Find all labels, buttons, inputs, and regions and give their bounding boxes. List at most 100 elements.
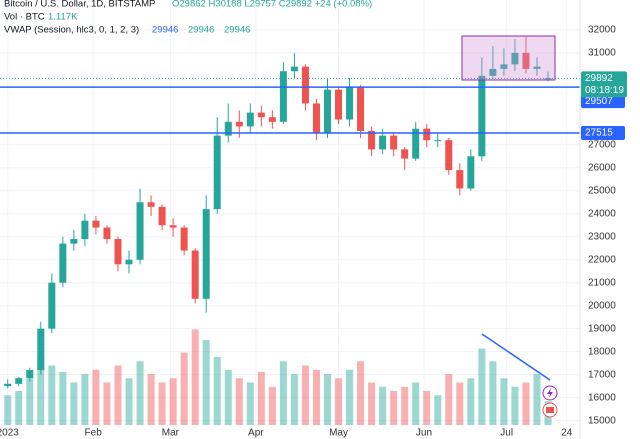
volume-bar [533,374,541,425]
volume-bar [268,386,276,425]
volume-bar [125,378,133,425]
candle-body [224,121,232,136]
level-tag [581,94,625,109]
volume-bar [26,378,34,425]
candle-body [213,135,221,210]
candle-body [323,89,331,134]
volume-bar [434,395,442,425]
candle-body [125,259,133,265]
y-tick-label: 17000 [588,369,616,380]
volume-bar [48,365,56,425]
candle-body [268,117,276,122]
candle-body [445,140,453,171]
volume-bar [368,382,376,425]
volume-bar [147,374,155,425]
candle-body [4,383,12,387]
candle-body [379,135,387,150]
volume-bar [279,361,287,425]
candle-body [357,87,365,132]
candle-body [511,52,519,65]
candle-body [290,66,298,72]
candle-body [279,71,287,122]
volume-bar [335,378,343,425]
candle-body [103,227,111,240]
candle-body [81,220,89,240]
candle-body [26,370,34,379]
last-price-label: 29892 [585,73,613,84]
candle-body [533,66,541,69]
candle-body [401,149,409,159]
volume-bar [500,378,508,425]
candle-body [191,250,199,299]
volume-bar [290,374,298,425]
y-tick-label: 19000 [588,323,616,334]
volume-bar [191,329,199,425]
vwap-value: 29946 [224,25,250,36]
candles [4,36,552,389]
candle-body [257,112,265,118]
icon-glyph [547,388,553,398]
y-tick-label: 15000 [588,415,616,426]
volume-bar [379,386,387,425]
y-tick-label: 22000 [588,254,616,265]
candle-body [478,75,486,157]
candle-body [136,202,144,260]
candle-body [544,78,552,80]
y-tick-label: 16000 [588,392,616,403]
x-tick-label: Apr [248,428,264,439]
candle-body [368,131,376,150]
candle-body [489,68,497,76]
y-tick-label: 21000 [588,277,616,288]
candle-body [235,121,243,127]
vwap-label: VWAP (Session, hlc3, 0, 1, 2, 3) [4,25,139,36]
volume-bar [59,371,67,425]
volume-bar [246,382,254,425]
candle-body [202,209,210,299]
volume-pane [4,329,552,425]
y-tick-label: 20000 [588,300,616,311]
candle-body [390,135,398,150]
volume-bar [357,361,365,425]
candle-body [312,103,320,134]
volume-bar [511,386,519,425]
volume-bar [158,382,166,425]
volume-bar [37,357,45,425]
x-tick-label: 24 [561,428,573,439]
levels [0,77,580,134]
candle-body [522,52,530,69]
y-tick-label: 23000 [588,231,616,242]
grid [0,0,580,439]
candle-body [37,328,45,371]
volume-bar [456,382,464,425]
volume-bar [224,369,232,425]
trend-line [481,333,551,381]
x-axis: 2023 Feb Mar Apr May Jun Jul 24 [0,428,573,439]
volume-bar [15,391,23,425]
volume-bar [412,382,420,425]
candle-body [169,225,177,228]
candle-body [70,239,78,244]
candle-body [59,243,67,283]
volume-bar [180,352,188,425]
volume-bar [401,386,409,425]
level-label: 29507 [585,96,613,107]
title: Bitcoin / U.S. Dollar, 1D, BITSTAMP [4,0,155,10]
vwap-value: 29946 [152,25,178,36]
candle-body [467,156,475,189]
volume-bar [301,365,309,425]
y-tick-label: 31000 [588,48,616,59]
candle-body [456,170,464,189]
volume-bar [235,378,243,425]
y-tick-label: 24000 [588,208,616,219]
level-tag [581,125,625,140]
x-tick-label: Feb [85,428,103,439]
candle-body [423,128,431,141]
candle-body [15,378,23,384]
volume-bar [114,365,122,425]
y-tick-label: 18000 [588,346,616,357]
candle-body [434,140,442,142]
volume-bar [103,382,111,425]
icons [542,385,558,418]
